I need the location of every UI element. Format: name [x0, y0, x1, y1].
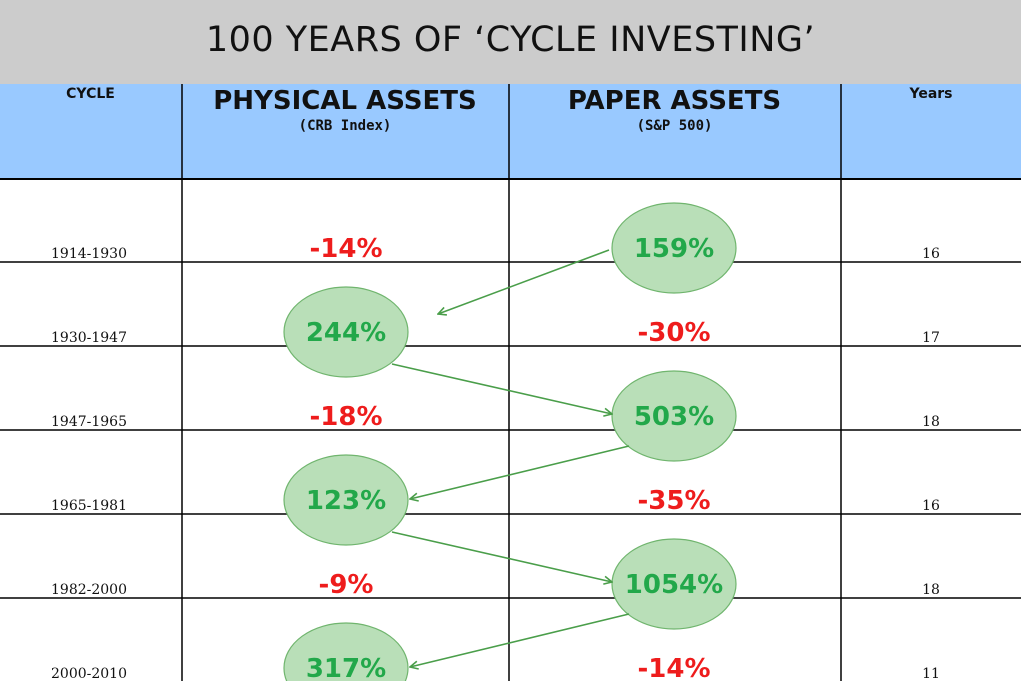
winner-bubble — [611, 202, 737, 294]
years-label: 18 — [922, 414, 940, 430]
cycle-label: 1914-1930 — [51, 246, 127, 262]
years-label: 17 — [922, 330, 940, 346]
years-label: 18 — [922, 582, 940, 598]
header-paper-sub: (S&P 500) — [636, 118, 713, 134]
header-cycle: CYCLE — [66, 86, 115, 102]
paper-value: -14% — [637, 654, 710, 681]
paper-value: 503% — [634, 402, 714, 432]
paper-value: 1054% — [625, 570, 723, 600]
header-physical-assets: PHYSICAL ASSETS — [213, 86, 477, 116]
winner-bubble — [283, 454, 409, 546]
cycle-label: 1947-1965 — [51, 414, 127, 430]
header-years: Years — [909, 86, 953, 102]
cycle-arrow — [410, 613, 630, 667]
physical-value: 317% — [306, 654, 386, 681]
physical-value: -18% — [309, 402, 382, 432]
cycle-label: 1965-1981 — [51, 498, 127, 514]
physical-value: 123% — [306, 486, 386, 516]
cycle-label: 2000-2010 — [51, 666, 127, 681]
winner-bubble — [283, 286, 409, 378]
header-paper-assets: PAPER ASSETS — [567, 86, 782, 116]
physical-value: 244% — [306, 318, 386, 348]
cycle-label: 1982-2000 — [51, 582, 127, 598]
paper-value: 159% — [634, 234, 714, 264]
years-label: 11 — [922, 666, 940, 681]
paper-value: -30% — [637, 318, 710, 348]
cycle-arrow — [391, 363, 612, 414]
cycle-arrow — [410, 445, 630, 499]
paper-value: -35% — [637, 486, 710, 516]
page-title: 100 YEARS OF ‘CYCLE INVESTING’ — [205, 20, 816, 60]
title-bar — [0, 0, 1021, 85]
years-label: 16 — [922, 498, 940, 514]
winner-bubble — [283, 622, 409, 681]
physical-value: -14% — [309, 234, 382, 264]
cycle-label: 1930-1947 — [51, 330, 127, 346]
cycle-arrow — [391, 531, 612, 582]
years-label: 16 — [922, 246, 940, 262]
cycle-arrow — [438, 249, 610, 314]
header-band — [0, 84, 1021, 180]
physical-value: -9% — [319, 570, 374, 600]
header-physical-sub: (CRB Index) — [298, 118, 392, 134]
